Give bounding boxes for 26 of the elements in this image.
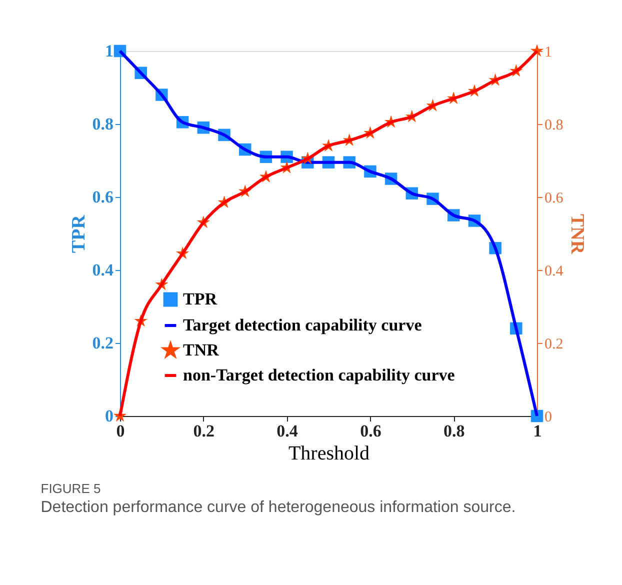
y-tick-label: 0.8: [92, 114, 114, 134]
x-tick-label: 0.2: [193, 422, 215, 440]
y2-axis-title: TNR: [566, 214, 588, 254]
legend-label: non-Target detection capability curve: [183, 366, 456, 384]
y-tick-label: 0.4: [92, 260, 114, 280]
y-tick-label: 0.2: [92, 334, 114, 352]
text: Detection performance curve of heterogeneous information source.: [40, 499, 516, 516]
y2-tick-label: 0: [544, 410, 552, 426]
y2-tick-label: 0.2: [544, 336, 564, 352]
legend-label: TPR: [183, 290, 218, 308]
x-tick-label: 0.6: [360, 422, 382, 440]
y-tick-label: 0.6: [92, 188, 114, 206]
y-tick-label: 1: [105, 42, 114, 60]
x-tick-label: 1: [533, 422, 542, 440]
y-tick-label: 0: [105, 406, 114, 426]
text: FIGURE 5: [40, 481, 101, 496]
y2-tick-label: 0.4: [544, 264, 564, 280]
x-tick-label: 0.4: [276, 422, 298, 440]
legend-label: TNR: [183, 340, 220, 360]
y2-tick-label: 0.8: [544, 118, 564, 134]
x-axis-title: Threshold: [288, 442, 370, 464]
x-tick-label: 0.8: [443, 422, 465, 440]
legend-label: Target detection capability curve: [183, 316, 422, 334]
y-axis-title: TPR: [68, 214, 90, 253]
y2-tick-label: 0.6: [544, 190, 564, 206]
y2-tick-label: 1: [544, 44, 552, 60]
